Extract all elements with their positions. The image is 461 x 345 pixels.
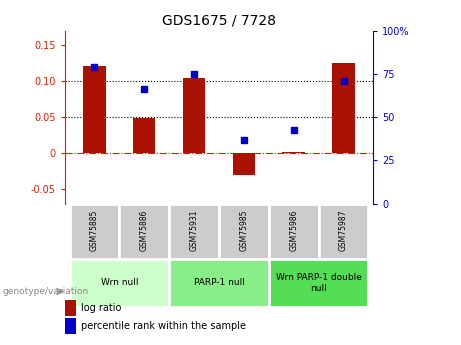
Text: percentile rank within the sample: percentile rank within the sample bbox=[81, 322, 246, 331]
Text: GSM75931: GSM75931 bbox=[189, 209, 199, 251]
Point bbox=[240, 137, 248, 142]
Text: log ratio: log ratio bbox=[81, 303, 121, 313]
Bar bbox=[233, 153, 255, 175]
Bar bbox=[119, 204, 169, 259]
Bar bbox=[332, 63, 355, 153]
Bar bbox=[319, 204, 368, 259]
Bar bbox=[70, 204, 119, 259]
Point bbox=[91, 64, 98, 70]
Bar bbox=[83, 66, 106, 153]
Point bbox=[190, 71, 198, 77]
Text: GSM75985: GSM75985 bbox=[239, 209, 248, 251]
Text: GSM75886: GSM75886 bbox=[140, 209, 149, 251]
Bar bbox=[70, 259, 169, 307]
Point bbox=[340, 78, 347, 83]
Bar bbox=[133, 118, 155, 153]
Bar bbox=[169, 259, 269, 307]
Text: PARP-1 null: PARP-1 null bbox=[194, 278, 244, 287]
Bar bbox=[269, 204, 319, 259]
Text: Wrn null: Wrn null bbox=[100, 278, 138, 287]
Point bbox=[141, 87, 148, 92]
Bar bbox=[169, 204, 219, 259]
Bar bbox=[219, 204, 269, 259]
Bar bbox=[283, 152, 305, 153]
Text: Wrn PARP-1 double
null: Wrn PARP-1 double null bbox=[276, 273, 361, 293]
Text: GSM75986: GSM75986 bbox=[289, 209, 298, 251]
Bar bbox=[183, 78, 205, 153]
Text: GSM75885: GSM75885 bbox=[90, 209, 99, 251]
Bar bbox=[269, 259, 368, 307]
Text: genotype/variation: genotype/variation bbox=[2, 287, 89, 296]
Text: GSM75987: GSM75987 bbox=[339, 209, 348, 251]
Title: GDS1675 / 7728: GDS1675 / 7728 bbox=[162, 13, 276, 27]
Point bbox=[290, 128, 297, 133]
